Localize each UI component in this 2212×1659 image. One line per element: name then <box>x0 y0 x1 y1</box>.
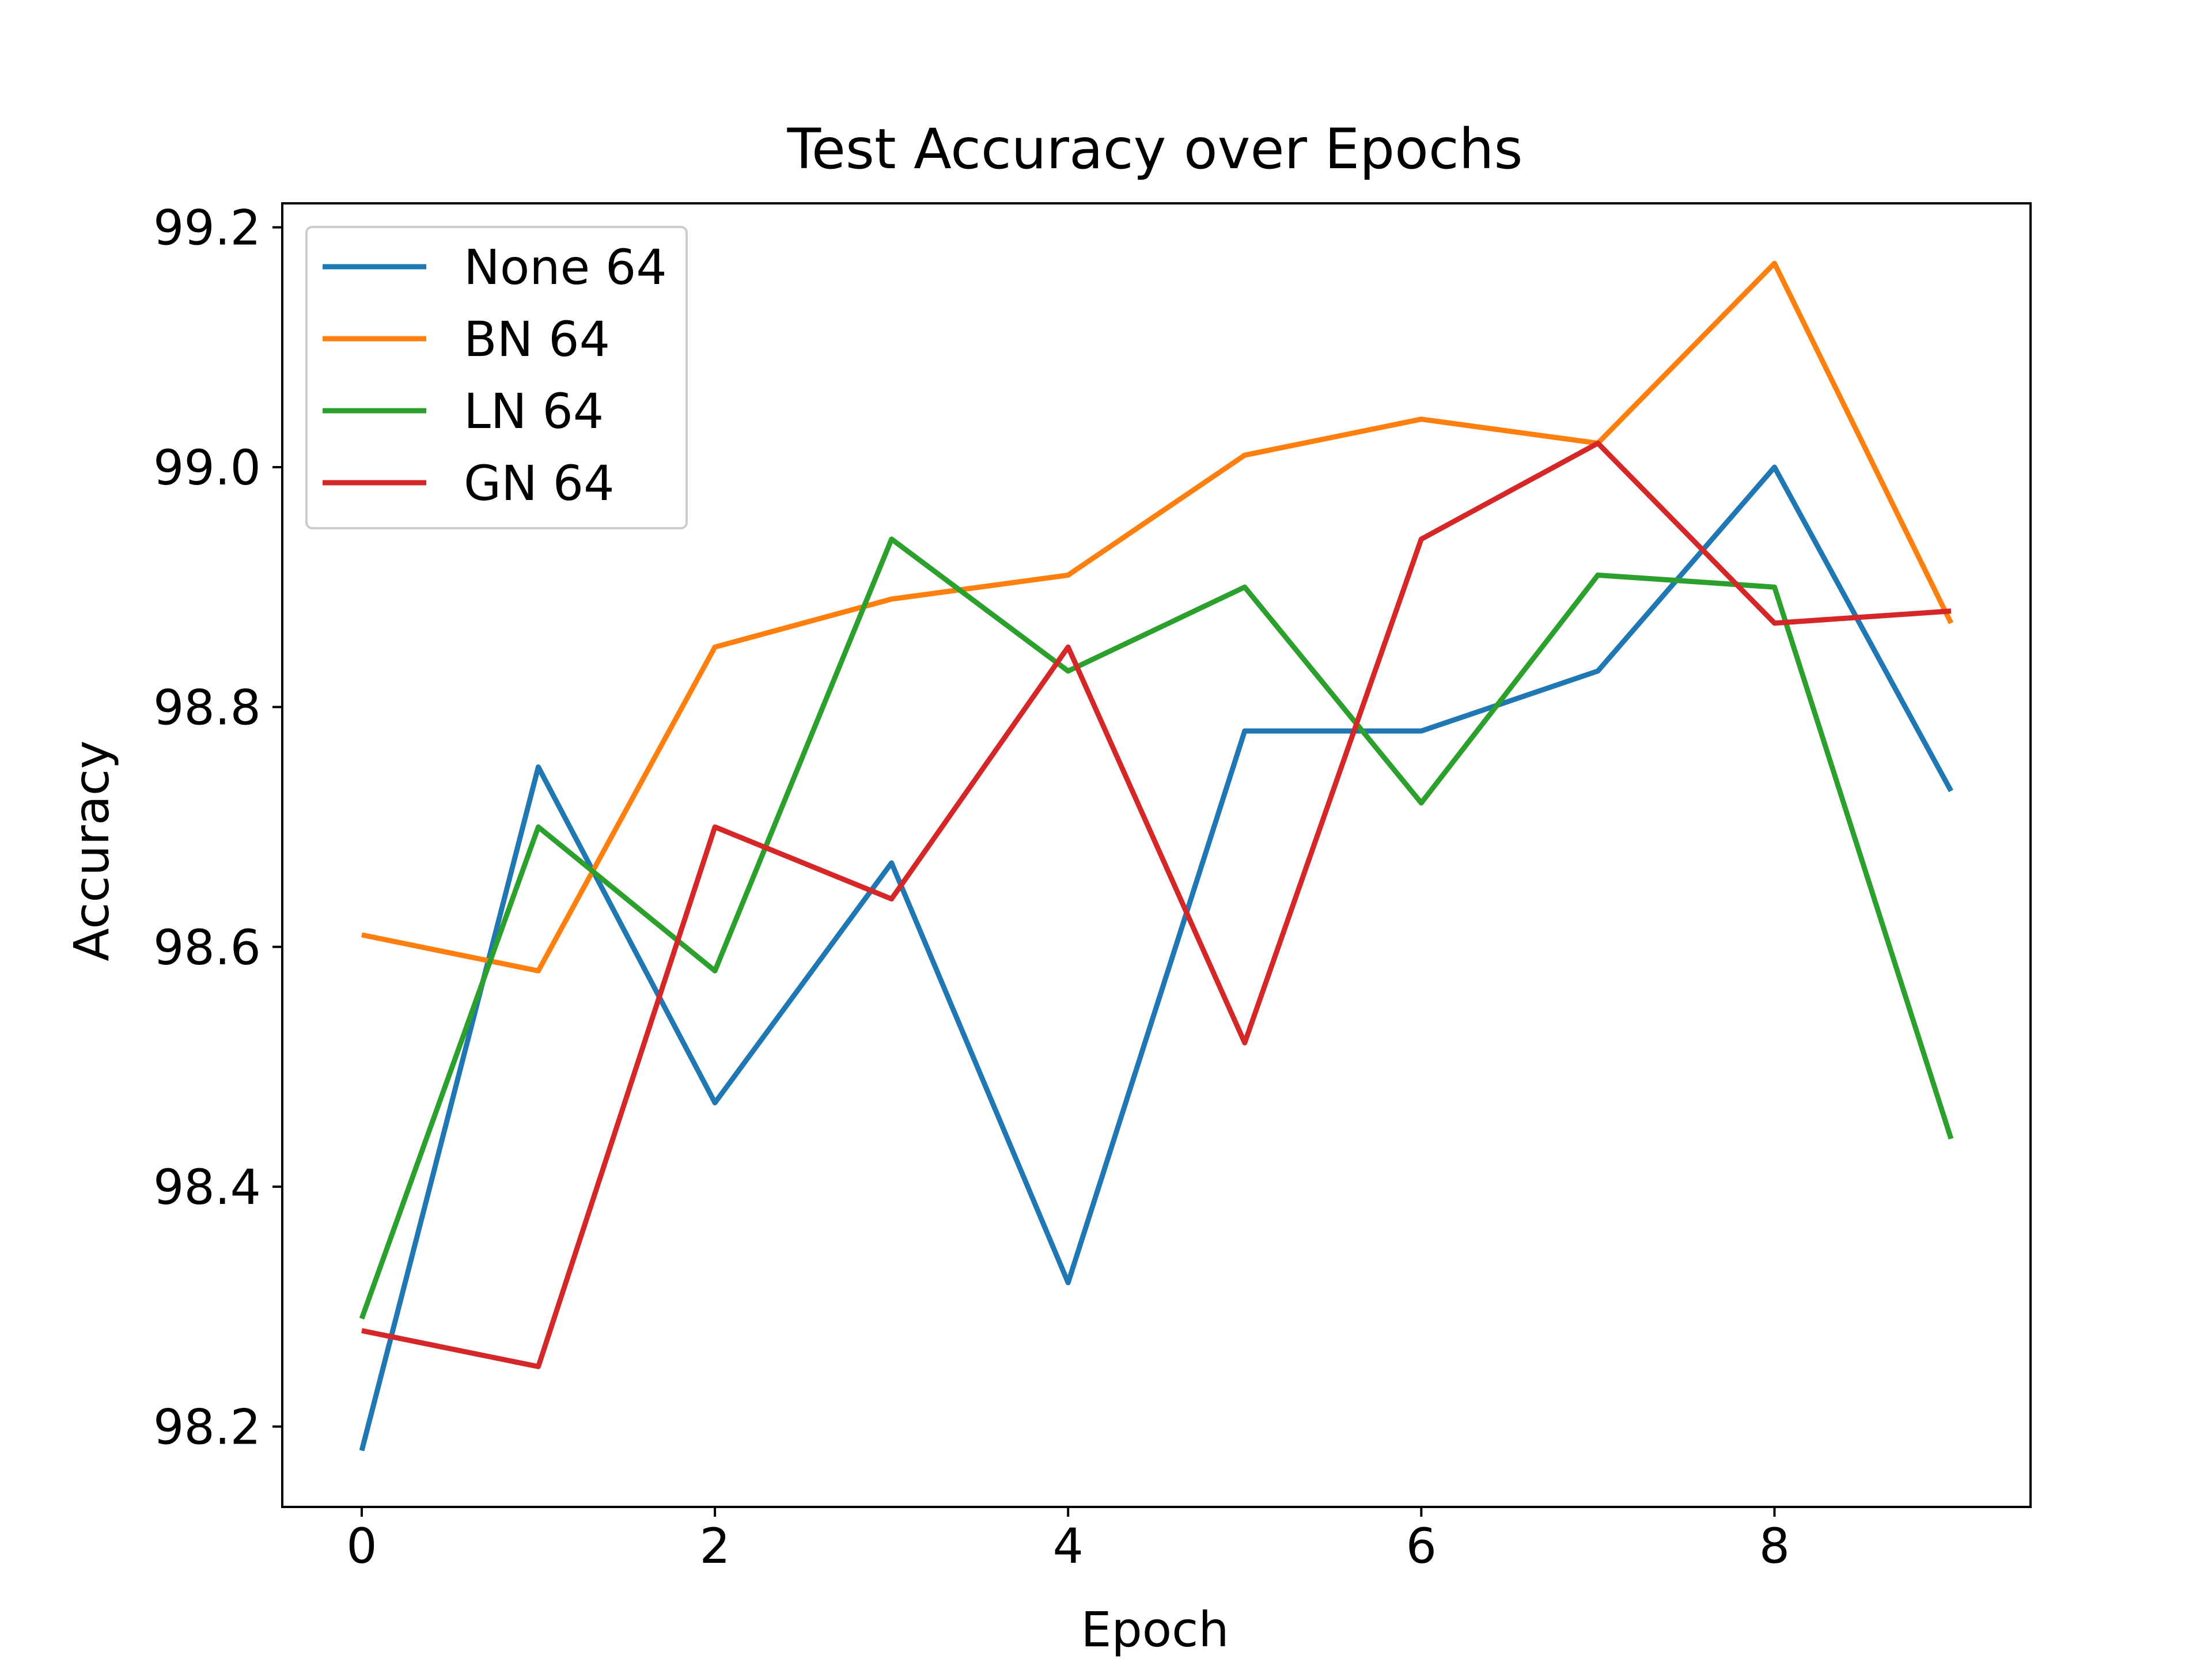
legend-label-1: BN 64 <box>464 311 610 368</box>
legend-box <box>305 226 688 529</box>
x-axis-label: Epoch <box>1081 1601 1229 1658</box>
x-tick-label: 0 <box>346 1518 377 1574</box>
legend-label-0: None 64 <box>464 239 667 296</box>
y-tick-label: 98.4 <box>153 1159 261 1215</box>
series-line-0 <box>359 464 1953 1452</box>
y-tick-label: 98.6 <box>153 919 261 976</box>
legend-label-3: GN 64 <box>464 455 615 512</box>
legend: None 64 BN 64 LN 64 GN 64 <box>305 226 688 529</box>
x-axis-ticks: 0 2 4 6 8 <box>346 1507 1790 1574</box>
y-tick-label: 98.2 <box>153 1399 261 1456</box>
chart-title: Test Accuracy over Epochs <box>787 117 1523 181</box>
x-tick-label: 4 <box>1052 1518 1083 1574</box>
y-tick-label: 98.8 <box>153 679 261 736</box>
y-axis-label: Accuracy <box>63 740 120 961</box>
series-line-2 <box>359 536 1954 1320</box>
y-tick-label: 99.0 <box>153 440 261 496</box>
y-tick-label: 99.2 <box>153 200 261 256</box>
series-layer <box>359 260 1954 1452</box>
y-axis-ticks: 98.2 98.4 98.6 98.8 99.0 99.2 <box>153 200 282 1456</box>
x-tick-label: 6 <box>1406 1518 1437 1574</box>
x-tick-label: 8 <box>1759 1518 1790 1574</box>
series-line-3 <box>361 440 1952 1369</box>
legend-label-2: LN 64 <box>464 383 604 440</box>
plot-frame <box>281 202 2032 1508</box>
series-line-1 <box>361 260 1954 974</box>
x-tick-label: 2 <box>699 1518 730 1574</box>
